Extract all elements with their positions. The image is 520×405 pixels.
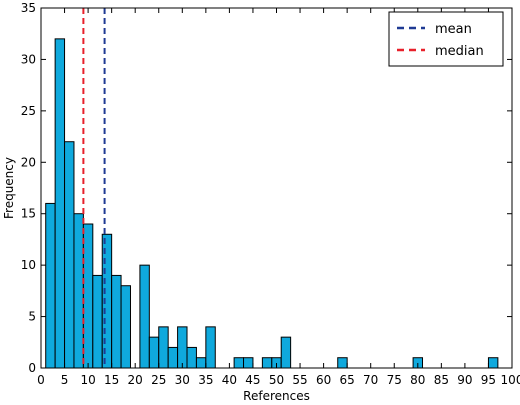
x-tick-label: 70 [363, 373, 378, 387]
x-tick-label: 75 [387, 373, 402, 387]
x-tick-label: 25 [151, 373, 166, 387]
y-tick-label: 5 [28, 310, 36, 324]
y-tick-label: 0 [28, 361, 36, 375]
histogram-bar [167, 346, 179, 369]
histogram-bar [148, 336, 160, 369]
histogram-bar [64, 141, 75, 369]
histogram-bar [233, 357, 245, 369]
y-tick-label: 20 [21, 155, 36, 169]
x-tick-label: 0 [37, 373, 45, 387]
legend: mean median [388, 11, 504, 67]
legend-box [388, 11, 504, 67]
x-tick-label: 10 [80, 373, 95, 387]
histogram-bar [158, 326, 169, 369]
histogram-bar [195, 357, 207, 369]
y-tick-label: 30 [21, 52, 36, 66]
histogram-bar [487, 357, 499, 369]
x-tick-label: 45 [245, 373, 260, 387]
x-tick-label: 80 [410, 373, 425, 387]
histogram-bar [205, 326, 216, 369]
x-tick-label: 55 [292, 373, 307, 387]
x-tick-label: 5 [61, 373, 69, 387]
x-tick-label: 100 [501, 373, 520, 387]
histogram-bar [280, 336, 292, 369]
histogram-bar [111, 274, 122, 369]
y-tick-label: 25 [21, 104, 36, 118]
histogram-bar [120, 285, 131, 369]
bars-layer [45, 38, 499, 369]
x-tick-label: 90 [457, 373, 472, 387]
histogram-bar [73, 213, 84, 369]
histogram-bar [261, 357, 273, 369]
x-tick-label: 95 [481, 373, 496, 387]
x-tick-label: 85 [434, 373, 449, 387]
histogram-bar [45, 202, 56, 369]
histogram-bar [92, 274, 103, 369]
histogram-bar [243, 357, 254, 369]
x-axis-title: References [243, 389, 310, 403]
mean-legend-label: mean [435, 22, 472, 37]
x-tick-label: 35 [198, 373, 213, 387]
x-tick-label: 60 [316, 373, 331, 387]
histogram-bar [54, 38, 66, 369]
histogram-bar [337, 357, 348, 369]
x-tick-label: 50 [269, 373, 284, 387]
x-axis-ticks: 0 5 10 15 20 25 30 35 40 45 50 55 60 65 70 75 80 85 90 95 10… [37, 8, 520, 387]
median-legend-label: median [435, 44, 484, 59]
y-axis-ticks: 0 5 10 15 20 25 30 35 [21, 1, 512, 375]
histogram-bar [186, 346, 197, 369]
x-tick-label: 65 [340, 373, 355, 387]
y-tick-label: 15 [21, 207, 36, 221]
histogram-bar [139, 264, 150, 369]
x-tick-label: 15 [104, 373, 119, 387]
histogram-bar [82, 223, 94, 369]
y-tick-label: 35 [21, 1, 36, 15]
y-axis-title: Frequency [2, 157, 16, 219]
x-tick-label: 30 [175, 373, 190, 387]
reference-lines-layer [82, 8, 106, 368]
x-tick-label: 20 [128, 373, 143, 387]
y-tick-label: 10 [21, 258, 36, 272]
histogram-bar [177, 326, 188, 369]
x-tick-label: 40 [222, 373, 237, 387]
